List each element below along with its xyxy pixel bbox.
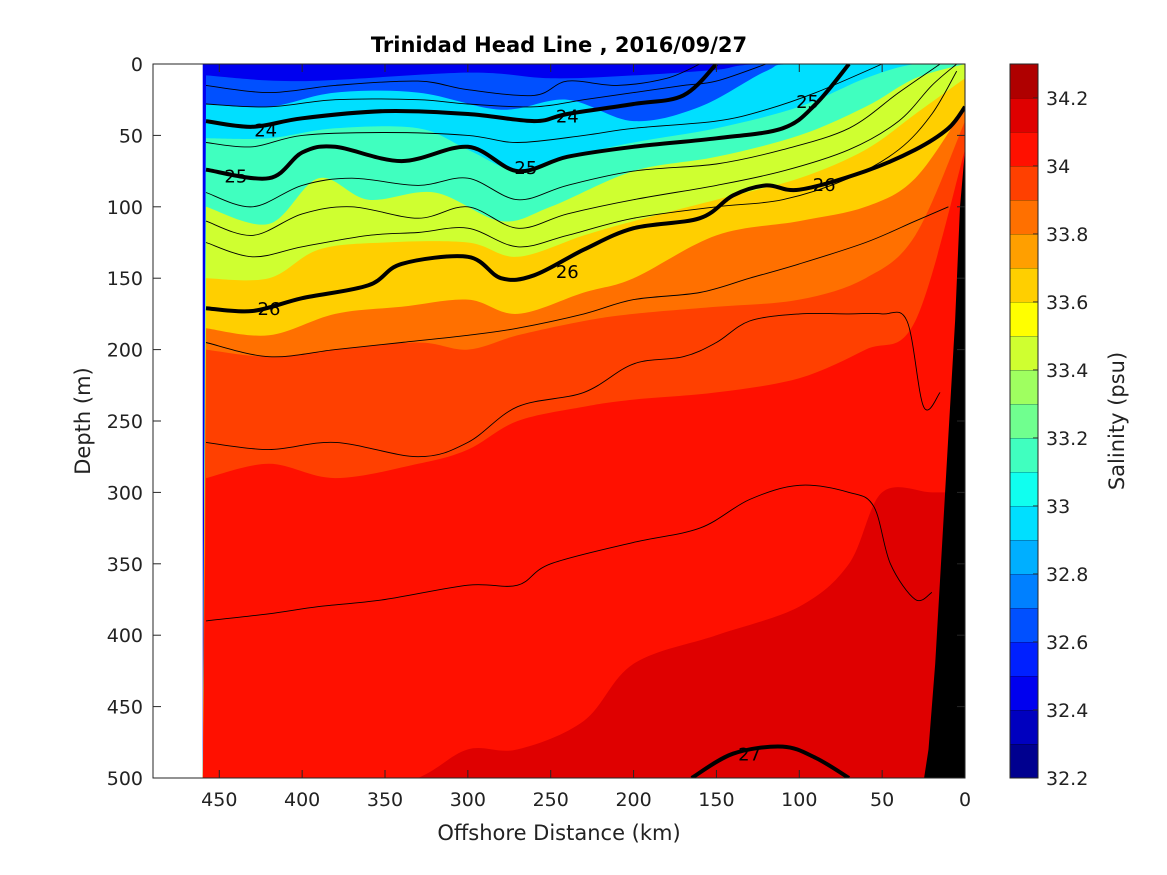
x-tick-label-1: 400 xyxy=(284,789,320,811)
x-tick-label-3: 300 xyxy=(450,789,486,811)
x-axis: 450 400 350 300 250 200 150 100 50 0 xyxy=(201,64,971,811)
y-tick-label-2: 100 xyxy=(107,197,143,219)
y-axis: 0 50 100 150 200 250 300 350 400 450 500 xyxy=(107,54,965,790)
colorbar-swatch-20 xyxy=(1010,64,1038,98)
density-contour-25-1 xyxy=(205,64,851,181)
thin-contour-3 xyxy=(205,64,941,208)
salinity-band-8 xyxy=(418,487,965,778)
colorbar-swatch-8 xyxy=(1010,472,1038,506)
seafloor xyxy=(921,149,965,778)
y-tick-label-0: 0 xyxy=(131,54,143,76)
colorbar-tick-label-3: 32.8 xyxy=(1046,564,1088,586)
colorbar-swatch-10 xyxy=(1010,404,1038,438)
colorbar-swatch-18 xyxy=(1010,132,1038,166)
colorbar-tick-label-6: 33.4 xyxy=(1046,360,1088,382)
contour-label-3: 25 xyxy=(514,158,537,179)
colorbar-tick-label-0: 32.2 xyxy=(1046,768,1088,790)
density-contour-lines xyxy=(205,64,965,778)
thin-contour-7 xyxy=(205,311,941,458)
colorbar-tick-label-4: 33 xyxy=(1046,496,1070,518)
colorbar-swatch-2 xyxy=(1010,676,1038,710)
x-tick-label-4: 250 xyxy=(533,789,569,811)
thin-contour-8 xyxy=(205,484,933,622)
colorbar-swatch-1 xyxy=(1010,710,1038,744)
contour-label-4: 25 xyxy=(796,92,819,113)
colorbar-tick-label-2: 32.6 xyxy=(1046,632,1088,654)
contour-label-7: 26 xyxy=(813,175,836,196)
colorbar-swatch-4 xyxy=(1010,608,1038,642)
colorbar: 32.2 32.4 32.6 32.8 33 33.2 33.4 33.6 33.8 34 34.2 xyxy=(1009,63,1088,790)
y-tick-label-10: 500 xyxy=(107,768,143,790)
y-tick-label-9: 450 xyxy=(107,697,143,719)
colorbar-swatch-14 xyxy=(1010,268,1038,302)
colorbar-swatch-0 xyxy=(1010,744,1038,778)
y-tick-label-3: 150 xyxy=(107,268,143,290)
x-tick-label-5: 200 xyxy=(615,789,651,811)
contour-label-1: 24 xyxy=(556,106,579,127)
chart-title: Trinidad Head Line , 2016/09/27 xyxy=(371,33,747,57)
colorbar-swatch-17 xyxy=(1010,166,1038,200)
colorbar-swatch-15 xyxy=(1010,234,1038,268)
colorbar-tick-label-9: 34 xyxy=(1046,156,1070,178)
colorbar-tick-label-5: 33.2 xyxy=(1046,428,1088,450)
colorbar-tick-label-7: 33.6 xyxy=(1046,292,1088,314)
colorbar-tick-label-1: 32.4 xyxy=(1046,700,1088,722)
colorbar-swatch-7 xyxy=(1010,506,1038,540)
colorbar-swatch-12 xyxy=(1010,336,1038,370)
colorbar-swatch-13 xyxy=(1010,302,1038,336)
thin-contour-2 xyxy=(205,64,883,148)
density-contour-26-2 xyxy=(205,105,965,314)
y-tick-label-6: 300 xyxy=(107,482,143,504)
plot-area: 24 24 25 25 25 26 26 26 27 xyxy=(152,63,966,779)
colorbar-swatch-9 xyxy=(1010,438,1038,472)
contour-label-6: 26 xyxy=(556,262,579,283)
contour-labels: 24 24 25 25 25 26 26 26 27 xyxy=(224,92,836,766)
colorbar-swatch-3 xyxy=(1010,642,1038,676)
colorbar-tick-label-10: 34.2 xyxy=(1046,88,1088,110)
contour-label-5: 26 xyxy=(258,299,281,320)
colorbar-swatch-5 xyxy=(1010,574,1038,608)
contour-label-2: 25 xyxy=(224,166,247,187)
density-contour-27-3 xyxy=(690,744,851,778)
colorbar-swatch-16 xyxy=(1010,200,1038,234)
y-tick-label-5: 250 xyxy=(107,411,143,433)
salinity-field xyxy=(202,64,965,778)
x-tick-label-0: 450 xyxy=(201,789,237,811)
y-tick-label-8: 400 xyxy=(107,625,143,647)
contour-label-0: 24 xyxy=(254,121,277,142)
colorbar-label: Salinity (psu) xyxy=(1105,352,1129,490)
density-contour-24-0 xyxy=(205,64,718,129)
x-tick-label-2: 350 xyxy=(367,789,403,811)
x-tick-label-8: 50 xyxy=(870,789,894,811)
contour-label-8: 27 xyxy=(738,745,761,766)
thin-contour-1 xyxy=(205,64,767,108)
colorbar-swatch-11 xyxy=(1010,370,1038,404)
thin-contour-6 xyxy=(205,206,949,358)
colorbar-frame xyxy=(1009,63,1039,779)
x-tick-label-7: 100 xyxy=(781,789,817,811)
y-tick-label-7: 350 xyxy=(107,554,143,576)
bathymetry xyxy=(921,149,965,778)
thin-contour-0 xyxy=(205,64,701,97)
x-axis-label: Offshore Distance (km) xyxy=(437,821,680,845)
y-tick-label-1: 50 xyxy=(119,125,143,147)
y-axis-label: Depth (m) xyxy=(71,367,95,474)
y-tick-label-4: 200 xyxy=(107,340,143,362)
thin-contour-lines xyxy=(205,64,958,622)
thin-contour-5 xyxy=(205,70,958,258)
colorbar-tick-label-8: 33.8 xyxy=(1046,224,1088,246)
x-tick-label-9: 0 xyxy=(959,789,971,811)
colorbar-swatch-6 xyxy=(1010,540,1038,574)
thin-contour-4 xyxy=(205,64,957,236)
colorbar-swatch-19 xyxy=(1010,98,1038,132)
x-tick-label-6: 150 xyxy=(698,789,734,811)
